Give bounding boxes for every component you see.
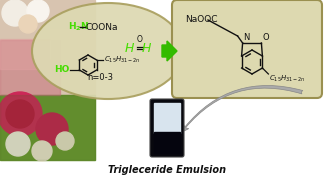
Text: HO: HO [54,66,69,74]
Text: $C_{15}H_{31-2n}$: $C_{15}H_{31-2n}$ [269,74,306,84]
Text: Trigleceride Emulsion: Trigleceride Emulsion [108,165,226,175]
Circle shape [32,141,52,161]
Bar [0,0,95,95]
Text: $\it{H}$: $\it{H}$ [125,42,136,54]
Circle shape [0,92,42,136]
Bar [50,29,95,59]
Bar [0,95,95,160]
Text: COONa: COONa [85,22,117,32]
FancyBboxPatch shape [150,99,184,157]
Circle shape [36,113,68,145]
Circle shape [6,132,30,156]
Bar [154,132,180,153]
Text: $C_{15}H_{31-2n}$: $C_{15}H_{31-2n}$ [104,55,141,65]
Text: $\it{H}$: $\it{H}$ [141,42,153,54]
Bar [0,39,50,69]
Bar [154,103,180,133]
Circle shape [19,15,37,33]
Ellipse shape [32,3,184,99]
FancyArrow shape [162,41,177,61]
Circle shape [27,0,49,22]
Circle shape [6,100,34,128]
Text: O: O [137,35,143,44]
Text: $\mathdefault{H_2N}$: $\mathdefault{H_2N}$ [68,21,89,33]
Bar [0,95,95,160]
Circle shape [56,132,74,150]
Text: n=0-3: n=0-3 [87,74,113,83]
FancyArrowPatch shape [182,85,303,132]
Circle shape [2,0,28,26]
FancyBboxPatch shape [172,0,322,98]
Text: N: N [244,33,250,43]
Text: NaOOC: NaOOC [185,15,217,25]
Bar [0,40,60,95]
Text: O: O [262,33,269,43]
